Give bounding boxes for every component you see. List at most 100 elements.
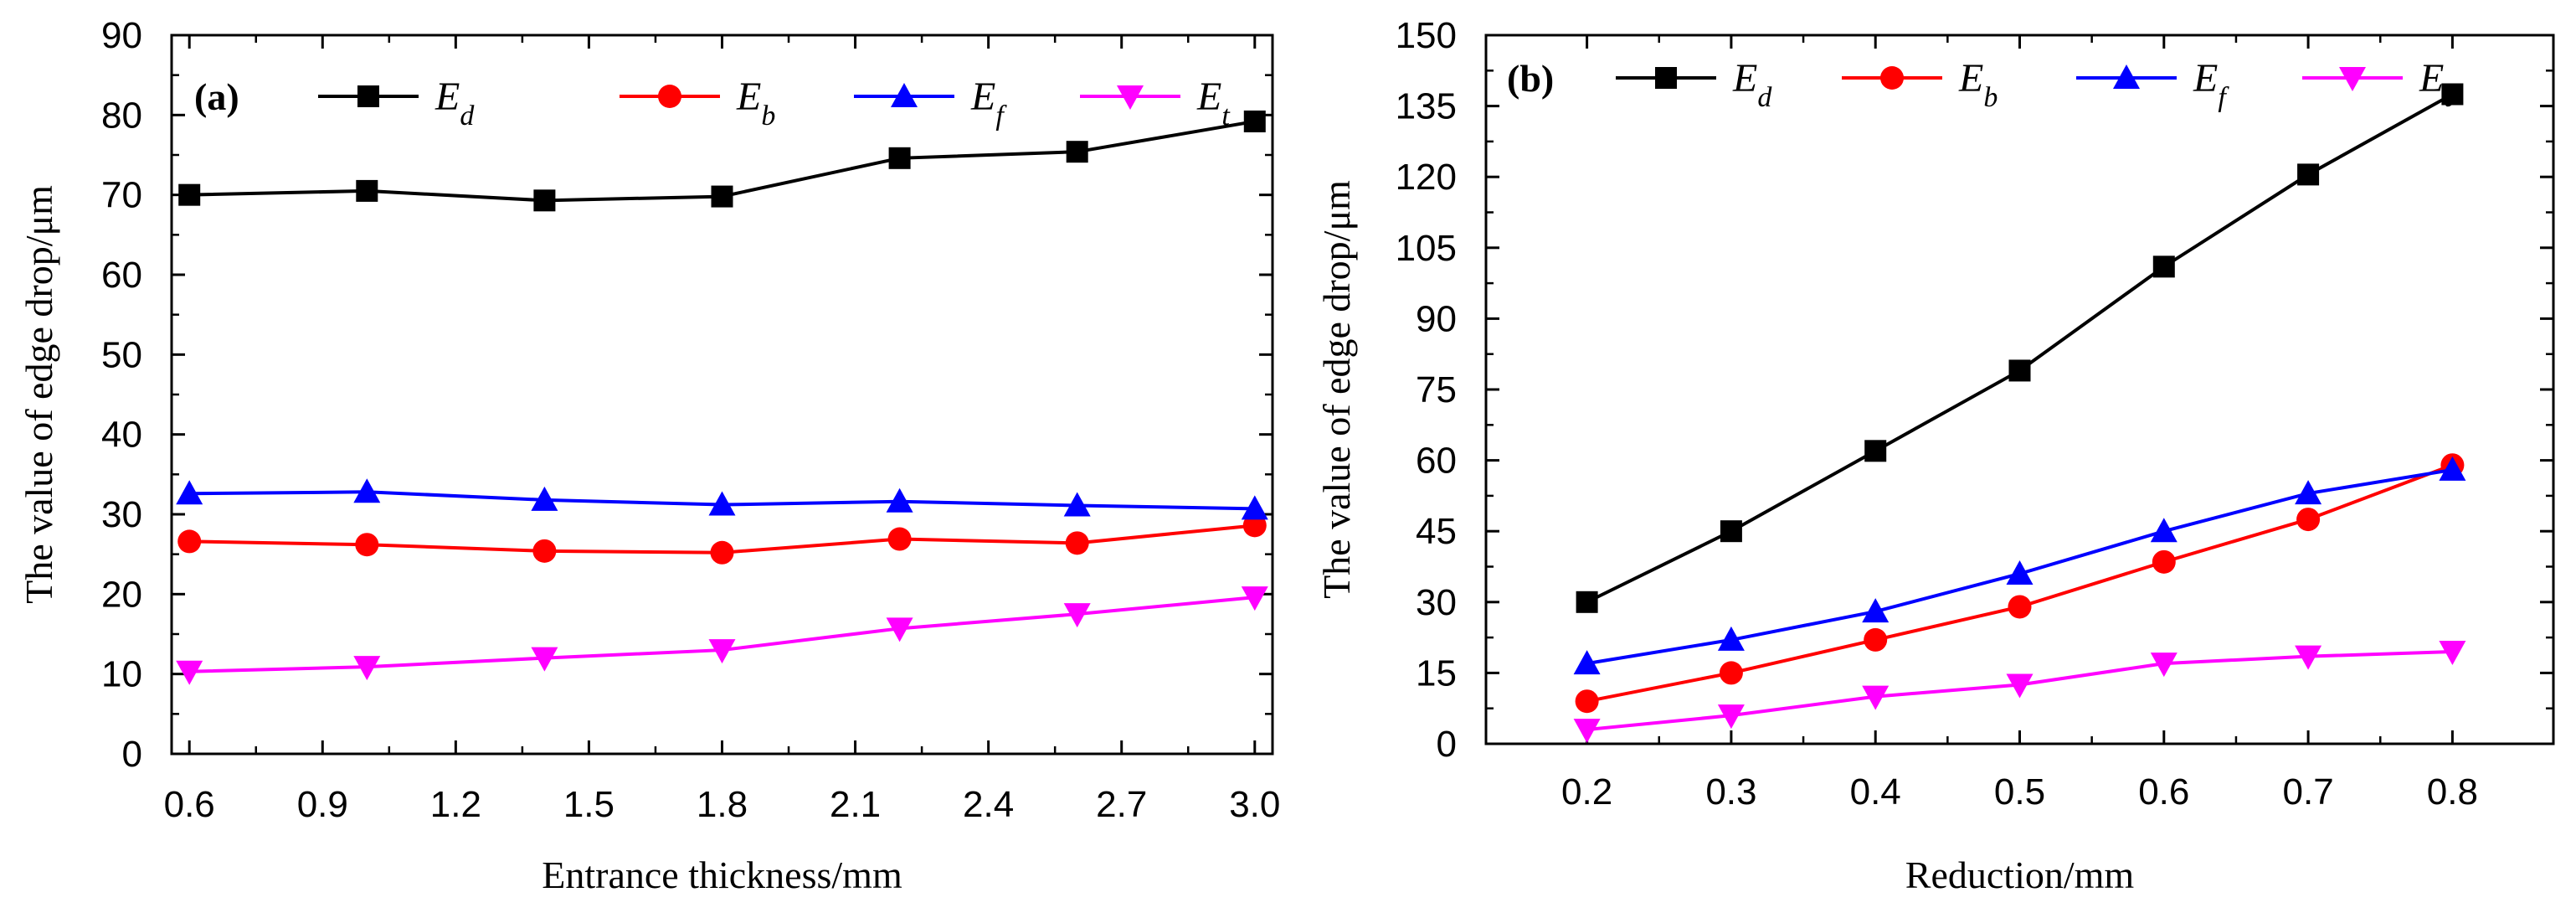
x-tick-label: 0.4 (1850, 771, 1901, 812)
y-tick-label: 40 (101, 415, 142, 456)
legend-label: Et (1196, 75, 1231, 132)
data-point-Ef (1717, 626, 1745, 651)
y-tick-label: 60 (1416, 441, 1457, 482)
legend-label: Ed (434, 75, 475, 132)
x-tick-label: 2.1 (830, 784, 881, 825)
series-line-Ed (1586, 92, 2454, 604)
data-point-Ed (1243, 110, 1266, 132)
legend-subscript: b (1983, 82, 1998, 113)
legend-entry-Ef: Ef (854, 75, 1007, 132)
y-tick-label: 135 (1396, 86, 1457, 127)
legend-subscript: t (2444, 82, 2453, 113)
x-tick-label: 1.5 (563, 784, 614, 825)
legend-entry-Ed: Ed (318, 75, 475, 132)
legend-marker (891, 83, 918, 107)
data-point-Eb (887, 527, 912, 551)
data-point-Eb (532, 539, 557, 563)
y-axis-label: The value of edge drop/μm (1315, 180, 1358, 599)
data-point-Ef (708, 491, 736, 516)
legend-entry-Et: Et (1080, 75, 1231, 132)
y-tick-label: 120 (1396, 157, 1457, 198)
data-point-Ef (531, 486, 558, 511)
y-tick-label: 105 (1396, 228, 1457, 269)
chart-panel-a: 0 10 20 30 40 50 60 70 80 90 0.6 0.9 1.2 1.5 1.8 2.1 2.4… (18, 15, 1280, 896)
data-point-Ef (2006, 560, 2034, 585)
data-point-Et (1862, 685, 1890, 710)
data-point-Et (2295, 645, 2322, 670)
y-tick-label: 30 (1416, 582, 1457, 623)
data-point-Eb (177, 529, 202, 554)
x-tick-label: 0.3 (1705, 771, 1756, 812)
legend-marker (1117, 85, 1144, 110)
x-tick-label: 0.2 (1561, 771, 1612, 812)
y-tick-label: 75 (1416, 369, 1457, 410)
data-point-Ef (353, 478, 381, 503)
y-tick-label: 30 (101, 494, 142, 535)
data-point-Ef (1573, 650, 1601, 675)
legend-entry-Eb: Eb (620, 75, 775, 132)
series-Ed (1576, 83, 2464, 613)
x-tick-label: 1.2 (430, 784, 481, 825)
data-point-Et (1717, 704, 1745, 730)
data-point-Et (176, 660, 203, 685)
x-tick-label: 2.7 (1096, 784, 1147, 825)
legend-label: Ef (970, 75, 1007, 132)
data-point-Et (1573, 719, 1601, 744)
y-tick-label: 15 (1416, 653, 1457, 694)
legend-entry-Ed: Ed (1616, 56, 1772, 113)
data-point-Eb (710, 540, 734, 565)
data-point-Ef (2295, 480, 2322, 505)
x-tick-label: 0.5 (1994, 771, 2045, 812)
legend-subscript: f (2218, 82, 2229, 113)
data-point-Ed (2441, 83, 2464, 106)
data-point-Ed (711, 185, 733, 208)
y-tick-label: 60 (101, 255, 142, 296)
x-axis-label: Reduction/mm (1905, 854, 2135, 896)
data-point-Ed (1066, 141, 1088, 163)
series-Eb (177, 513, 1267, 565)
data-point-Et (1241, 586, 1268, 611)
legend-subscript: d (460, 101, 475, 132)
data-point-Ef (2150, 518, 2178, 543)
y-tick-label: 80 (101, 95, 142, 136)
series-Et (1573, 641, 2466, 744)
legend-marker (2339, 67, 2366, 91)
data-point-Ef (176, 480, 203, 505)
y-tick-label: 20 (101, 574, 142, 615)
data-point-Eb (1575, 689, 1599, 714)
data-point-Et (886, 617, 913, 642)
data-point-Eb (2008, 595, 2032, 619)
y-tick-label: 10 (101, 654, 142, 695)
data-point-Et (2439, 641, 2466, 666)
data-point-Eb (1864, 627, 1888, 652)
data-point-Eb (355, 533, 379, 557)
legend-marker (2113, 64, 2140, 89)
data-point-Et (2006, 673, 2034, 699)
series-Ef (1573, 456, 2466, 675)
data-point-Ef (1063, 492, 1091, 517)
series-Et (176, 586, 1268, 685)
panel-label: (a) (194, 75, 239, 118)
data-point-Ed (178, 183, 201, 206)
legend-label: Eb (1958, 56, 1998, 113)
data-point-Ed (888, 147, 911, 169)
data-point-Ed (356, 179, 378, 202)
x-axis-label: Entrance thickness/mm (542, 854, 902, 896)
x-tick-label: 2.4 (963, 784, 1014, 825)
y-tick-label: 0 (122, 734, 142, 775)
x-tick-label: 0.8 (2427, 771, 2478, 812)
y-tick-label: 150 (1396, 15, 1457, 56)
legend-marker (357, 85, 379, 107)
legend-subscript: b (761, 101, 775, 132)
chart-panel-b: 0 15 30 45 60 75 90 105 120 135 150 0.2 0.3 0.4 0.5 0.6… (1315, 15, 2555, 896)
data-point-Ed (2152, 255, 2175, 278)
legend-entry-Ef: Ef (2076, 56, 2229, 113)
series-Ed (178, 110, 1266, 212)
x-tick-label: 0.9 (297, 784, 348, 825)
data-point-Eb (2152, 549, 2176, 574)
y-axis-label: The value of edge drop/μm (18, 185, 60, 604)
data-point-Eb (1065, 531, 1089, 555)
legend-marker (1655, 67, 1677, 89)
y-tick-label: 90 (101, 15, 142, 56)
